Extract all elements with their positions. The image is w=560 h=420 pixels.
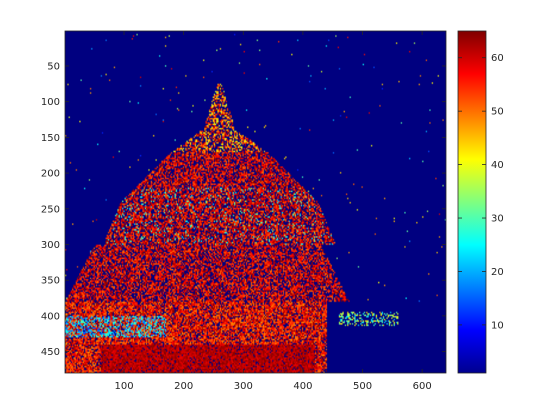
x-tick-label: 600 <box>413 381 432 392</box>
colorbar-tick-label: 30 <box>491 214 504 225</box>
y-tick-label: 350 <box>41 276 60 287</box>
heatmap-image <box>65 31 446 373</box>
x-tick-label: 400 <box>293 381 312 392</box>
colorbar-tick-label: 40 <box>491 160 504 171</box>
y-tick-label: 300 <box>41 240 60 251</box>
x-tick-label: 500 <box>353 381 372 392</box>
y-tick-label: 450 <box>41 347 60 358</box>
plot-frame <box>64 30 447 374</box>
colorbar-axis: 10 20 30 40 50 60 <box>458 53 504 331</box>
colorbar-tick-label: 20 <box>491 267 504 278</box>
y-tick-label: 250 <box>41 204 60 215</box>
y-tick-label: 400 <box>41 311 60 322</box>
x-axis: 100 200 300 400 500 600 <box>114 31 432 392</box>
colorbar-tick-label: 50 <box>491 107 504 118</box>
heatmap-plot: 100 200 300 400 500 600 50 100 150 200 250 300 350 4… <box>41 30 447 392</box>
y-tick-label: 150 <box>41 133 60 144</box>
colorbar-tick-label: 10 <box>491 320 504 331</box>
heatmap-cells <box>65 31 446 373</box>
y-axis: 50 100 150 200 250 300 350 400 450 <box>41 61 446 358</box>
x-tick-label: 100 <box>114 381 133 392</box>
colorbar-gradient <box>458 31 486 373</box>
x-tick-label: 200 <box>174 381 193 392</box>
colorbar: 10 20 30 40 50 60 <box>457 30 504 374</box>
colorbar-frame <box>457 30 487 374</box>
y-tick-label: 200 <box>41 169 60 180</box>
y-tick-label: 100 <box>41 97 60 108</box>
y-tick-label: 50 <box>47 61 60 72</box>
colorbar-tick-label: 60 <box>491 53 504 64</box>
x-tick-label: 300 <box>234 381 253 392</box>
